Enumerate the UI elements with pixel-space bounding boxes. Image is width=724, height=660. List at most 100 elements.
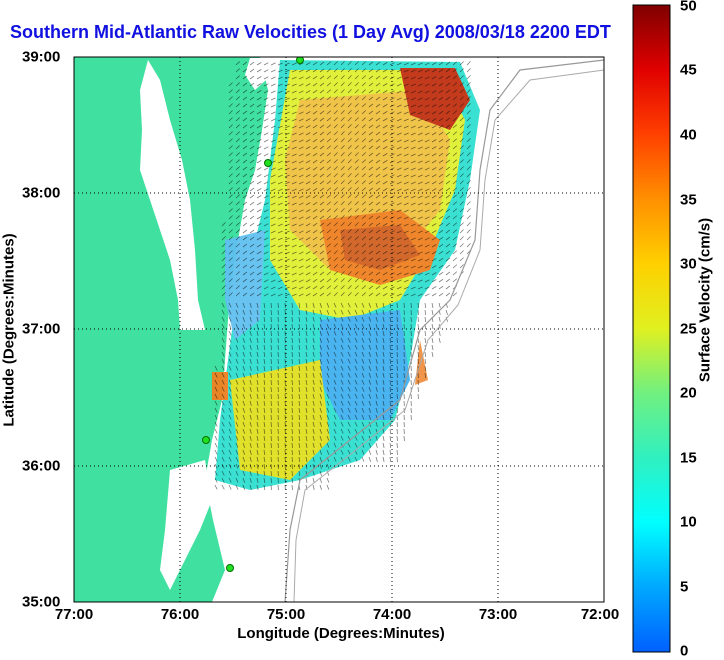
colorbar-tick: 10	[680, 514, 697, 531]
colorbar-label: Surface Velocity (cm/s)	[697, 218, 714, 382]
velocity-arrow	[292, 436, 293, 441]
velocity-arrow	[397, 408, 398, 413]
velocity-arrow	[397, 352, 398, 357]
colorbar-tick: 15	[680, 450, 697, 467]
velocity-arrow	[397, 310, 398, 315]
velocity-arrow	[292, 324, 293, 329]
x-tick-label: 74:00	[373, 606, 411, 623]
velocity-arrow	[292, 471, 293, 476]
velocity-arrow	[292, 443, 293, 448]
velocity-arrow	[292, 345, 293, 350]
velocity-arrow	[271, 457, 272, 462]
velocity-arrow	[292, 450, 293, 455]
velocity-arrow	[418, 373, 419, 378]
velocity-arrow	[397, 373, 398, 378]
velocity-arrow	[397, 380, 398, 385]
colorbar-tick: 50	[680, 0, 697, 15]
x-tick-label: 77:00	[55, 606, 93, 623]
colorbar-tick: 5	[680, 579, 688, 596]
velocity-arrow	[271, 380, 272, 385]
velocity-arrow	[271, 359, 272, 364]
x-axis-label: Longitude (Degrees:Minutes)	[237, 625, 445, 642]
velocity-arrow	[397, 450, 398, 455]
velocity-arrow	[397, 303, 398, 308]
velocity-arrow	[418, 359, 419, 364]
velocity-arrow	[292, 317, 293, 322]
y-tick-label: 36:00	[22, 458, 60, 475]
x-tick-label: 73:00	[479, 606, 517, 623]
colorbar-tick: 0	[680, 643, 688, 660]
velocity-arrow	[292, 478, 293, 483]
velocity-arrow	[397, 359, 398, 364]
velocity-arrow	[292, 394, 293, 399]
velocity-arrow	[397, 345, 398, 350]
velocity-arrow	[418, 352, 419, 357]
velocity-arrow	[397, 338, 398, 343]
velocity-arrow	[397, 429, 398, 434]
colorbar-tick: 20	[680, 385, 697, 402]
velocity-arrow	[292, 464, 293, 469]
velocity-arrow	[292, 457, 293, 462]
colorbar-tick: 45	[680, 62, 697, 79]
colorbar	[633, 5, 670, 652]
velocity-arrow	[397, 457, 398, 462]
velocity-arrow	[271, 415, 272, 420]
velocity-arrow	[271, 310, 272, 315]
velocity-arrow	[397, 443, 398, 448]
y-tick-label: 38:00	[22, 185, 60, 202]
velocity-arrow	[271, 478, 272, 483]
velocity-arrow	[418, 380, 419, 385]
velocity-arrow	[397, 394, 398, 399]
velocity-arrow	[292, 366, 293, 371]
y-axis-label: Latitude (Degrees:Minutes)	[1, 233, 18, 426]
velocity-arrow	[271, 429, 272, 434]
velocity-arrow	[271, 436, 272, 441]
colorbar-tick: 35	[680, 192, 697, 209]
velocity-arrow	[271, 422, 272, 427]
x-tick-label: 76:00	[161, 606, 199, 623]
velocity-arrow	[418, 324, 419, 329]
y-tick-label: 39:00	[22, 49, 60, 66]
velocity-arrow	[292, 429, 293, 434]
velocity-arrow	[418, 394, 419, 399]
velocity-arrow	[292, 415, 293, 420]
velocity-arrow	[271, 387, 272, 392]
velocity-arrow	[292, 352, 293, 357]
velocity-arrow	[271, 401, 272, 406]
velocity-arrow	[397, 317, 398, 322]
velocity-arrow	[271, 408, 272, 413]
y-tick-label: 37:00	[22, 321, 60, 338]
velocity-arrow	[292, 408, 293, 413]
velocity-arrow	[271, 352, 272, 357]
velocity-arrow	[271, 485, 272, 490]
velocity-arrow	[292, 422, 293, 427]
velocity-arrow	[292, 310, 293, 315]
velocity-arrow	[292, 401, 293, 406]
velocity-arrow	[271, 331, 272, 336]
y-tick-label: 35:00	[22, 594, 60, 611]
velocity-arrow	[271, 303, 272, 308]
velocity-arrow	[292, 359, 293, 364]
velocity-arrow	[271, 324, 272, 329]
velocity-arrow	[271, 345, 272, 350]
colorbar-tick: 30	[680, 256, 697, 273]
x-tick-label: 75:00	[267, 606, 305, 623]
velocity-arrow	[271, 338, 272, 343]
velocity-arrow	[418, 317, 419, 322]
velocity-arrow	[271, 464, 272, 469]
velocity-arrow	[271, 443, 272, 448]
velocity-arrow	[292, 373, 293, 378]
x-tick-label: 72:00	[581, 606, 619, 623]
velocity-arrow	[292, 387, 293, 392]
velocity-arrow	[397, 331, 398, 336]
velocity-arrow	[397, 387, 398, 392]
velocity-arrow	[271, 471, 272, 476]
velocity-arrow	[397, 436, 398, 441]
velocity-arrow	[397, 324, 398, 329]
velocity-arrow	[271, 366, 272, 371]
velocity-arrow	[292, 380, 293, 385]
velocity-arrow	[271, 373, 272, 378]
velocity-arrow	[271, 317, 272, 322]
velocity-arrow	[418, 345, 419, 350]
